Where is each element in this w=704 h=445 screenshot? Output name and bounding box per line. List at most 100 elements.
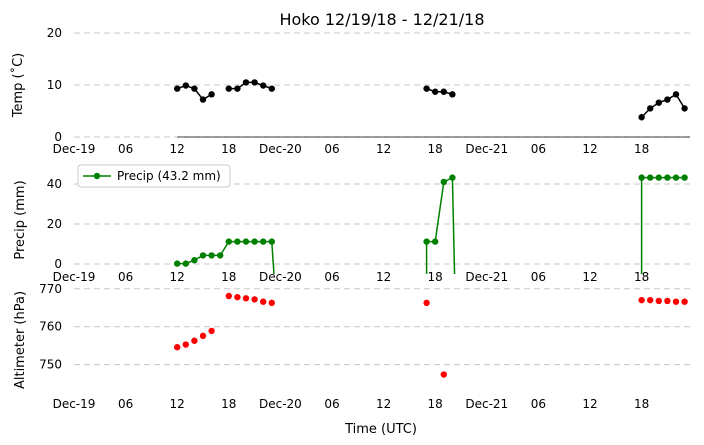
x-tick-label: 12 — [582, 142, 597, 156]
data-point — [638, 114, 645, 121]
legend-entry: Precip (43.2 mm) — [117, 169, 221, 183]
data-point — [672, 298, 680, 305]
x-tick-label: 06 — [531, 270, 546, 284]
data-point — [199, 252, 207, 259]
data-point — [423, 299, 430, 307]
data-point — [260, 238, 267, 245]
x-tick-label: 06 — [531, 142, 546, 156]
x-tick-label: 06 — [324, 270, 339, 284]
data-point — [251, 296, 258, 303]
x-tick-label: 18 — [221, 397, 236, 411]
x-tick-label: Dec-21 — [465, 397, 508, 411]
legend-box — [77, 164, 231, 188]
y-axis-label: Precip (mm) — [13, 180, 28, 259]
data-point — [647, 296, 654, 304]
altimeter-panel: 750 760 770 Altimeter (hPa) Dec-19 06 12 18 Dec-… — [13, 282, 690, 411]
series-line — [176, 81, 686, 118]
x-tick-label: 18 — [634, 142, 649, 156]
y-tick-label: 770 — [39, 282, 62, 296]
precip-panel: 0 20 40 Precip (mm) Dec-19 06 12 18 Dec-20 06 12 18… — [13, 164, 690, 284]
chart-title: Hoko 12/19/18 - 12/21/18 — [279, 10, 484, 29]
data-point — [242, 238, 250, 245]
y-tick-label: 20 — [47, 26, 62, 40]
x-tick-label: 06 — [324, 142, 339, 156]
data-point — [217, 252, 224, 259]
y-axis-label: Temp (˚C) — [10, 53, 26, 119]
x-tick-label: 12 — [170, 270, 185, 284]
x-tick-label: 18 — [221, 270, 236, 284]
data-point — [440, 178, 447, 186]
data-point — [251, 79, 258, 86]
data-point — [174, 260, 181, 267]
data-point — [251, 238, 258, 245]
x-tick-label: Dec-19 — [53, 270, 96, 284]
x-tick-label: Dec-20 — [259, 397, 302, 411]
data-point — [268, 85, 275, 92]
x-tick-label: 06 — [118, 397, 133, 411]
y-tick-label: 0 — [54, 257, 62, 271]
y-tick-label: 10 — [47, 78, 62, 92]
data-point — [199, 332, 207, 340]
data-point — [647, 174, 654, 181]
x-tick-label: Dec-19 — [53, 142, 96, 156]
data-point — [242, 79, 250, 86]
x-tick-label: 06 — [324, 397, 339, 411]
x-tick-label: Dec-21 — [465, 270, 508, 284]
data-point — [208, 252, 215, 259]
data-point — [681, 174, 688, 181]
x-tick-label: 18 — [634, 397, 649, 411]
data-point — [234, 293, 241, 301]
x-tick-label: 18 — [221, 142, 236, 156]
data-point — [672, 174, 680, 181]
data-point — [664, 297, 671, 305]
x-axis-label: Time (UTC) — [344, 422, 417, 437]
data-point — [199, 96, 207, 103]
y-tick-label: 20 — [47, 217, 62, 231]
data-point — [655, 99, 662, 106]
data-point — [191, 257, 198, 264]
y-tick-label: 0 — [54, 130, 62, 144]
data-point — [182, 341, 189, 348]
y-tick-label: 750 — [39, 358, 62, 372]
data-point — [449, 91, 456, 98]
data-point — [191, 85, 198, 92]
data-point — [432, 88, 439, 95]
data-point — [440, 88, 447, 95]
x-tick-label: 18 — [428, 270, 443, 284]
data-point — [225, 292, 232, 300]
x-tick-label: 12 — [582, 270, 597, 284]
legend: Precip (43.2 mm) — [77, 164, 231, 188]
x-tick-label: 12 — [376, 397, 391, 411]
data-point — [174, 344, 181, 351]
x-tick-label: Dec-20 — [259, 142, 302, 156]
x-tick-label: 12 — [582, 397, 597, 411]
data-point — [268, 299, 275, 307]
data-point — [208, 91, 215, 98]
data-point — [440, 371, 447, 378]
data-point — [423, 238, 430, 245]
data-point — [208, 327, 215, 335]
data-point — [638, 174, 645, 181]
data-point — [234, 238, 241, 245]
data-point — [423, 85, 430, 92]
data-point — [268, 238, 275, 245]
x-tick-label: 06 — [118, 270, 133, 284]
y-axis-label: Altimeter (hPa) — [13, 291, 28, 389]
x-tick-label: 06 — [118, 142, 133, 156]
temp-panel: 0 10 20 Temp (˚C) Dec-19 06 12 18 Dec-20 06 12 18 De… — [10, 26, 690, 156]
data-point — [681, 298, 688, 305]
data-point — [681, 105, 688, 112]
data-point — [242, 295, 250, 302]
x-tick-label: 18 — [428, 142, 443, 156]
data-point — [647, 105, 654, 112]
legend-marker — [93, 172, 101, 180]
data-point — [655, 297, 662, 305]
x-tick-label: Dec-19 — [53, 397, 96, 411]
data-point — [234, 85, 241, 92]
x-tick-label: 12 — [170, 397, 185, 411]
series-line — [177, 176, 685, 275]
data-point — [432, 238, 439, 245]
data-point — [449, 174, 456, 181]
data-point — [664, 96, 671, 103]
